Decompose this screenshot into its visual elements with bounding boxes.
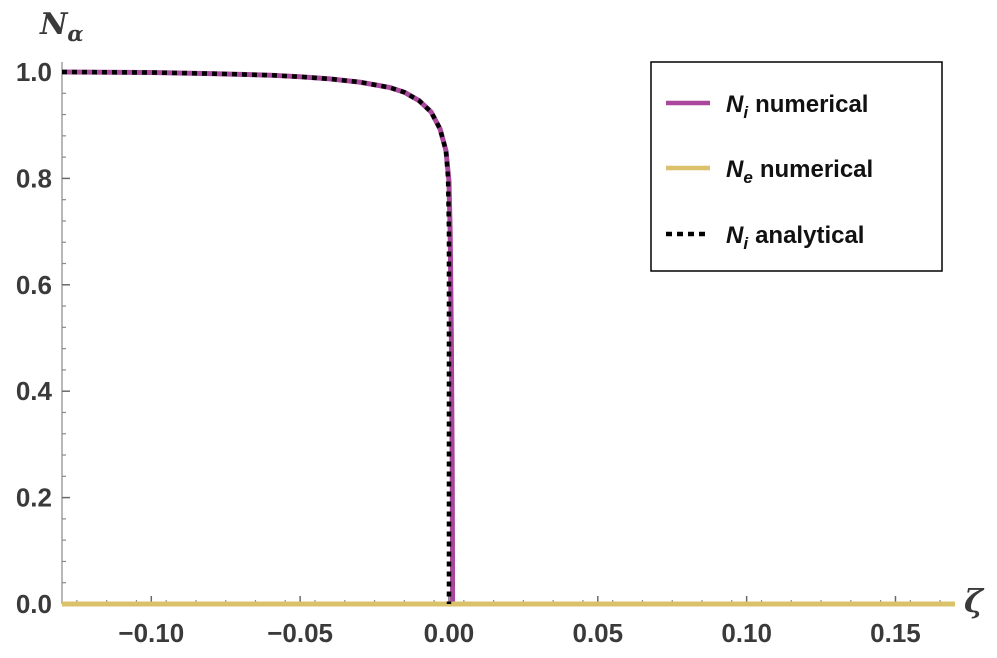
x-tick-label: 0.00 — [424, 618, 475, 648]
x-tick-label: −0.10 — [118, 618, 184, 648]
x-tick-label: −0.05 — [267, 618, 333, 648]
x-axis-label: ζ — [964, 582, 985, 620]
legend-item-ni-analytical: Ni analytical — [666, 222, 864, 253]
legend-label-ne-numerical: Ne numerical — [726, 156, 873, 187]
x-tick-label: 0.10 — [721, 618, 772, 648]
y-tick-label: 0.0 — [16, 589, 52, 619]
legend-label-ni-analytical: Ni analytical — [726, 222, 864, 253]
y-tick-label: 0.2 — [16, 483, 52, 513]
series-layer — [61, 69, 955, 607]
x-tick-label: 0.05 — [572, 618, 623, 648]
y-tick-label: 0.6 — [16, 270, 52, 300]
y-tick-label: 0.8 — [16, 163, 52, 193]
x-tick-label: 0.15 — [870, 618, 921, 648]
y-axis-label: Nα — [39, 7, 84, 46]
legend-label-ni-numerical: Ni numerical — [726, 91, 868, 122]
ticks: −0.10 −0.05 0.00 0.05 0.10 0.15 0.0 0.2 0.4 0.6 0.… — [16, 57, 941, 648]
y-tick-label: 0.4 — [16, 376, 53, 406]
legend: Ni numerical Ne numerical Ni analytical — [650, 61, 943, 272]
legend-item-ne-numerical: Ne numerical — [666, 156, 873, 187]
y-tick-label: 1.0 — [16, 57, 52, 87]
series-line-ni-analytical — [61, 69, 452, 604]
legend-item-ni-numerical: Ni numerical — [666, 91, 868, 122]
